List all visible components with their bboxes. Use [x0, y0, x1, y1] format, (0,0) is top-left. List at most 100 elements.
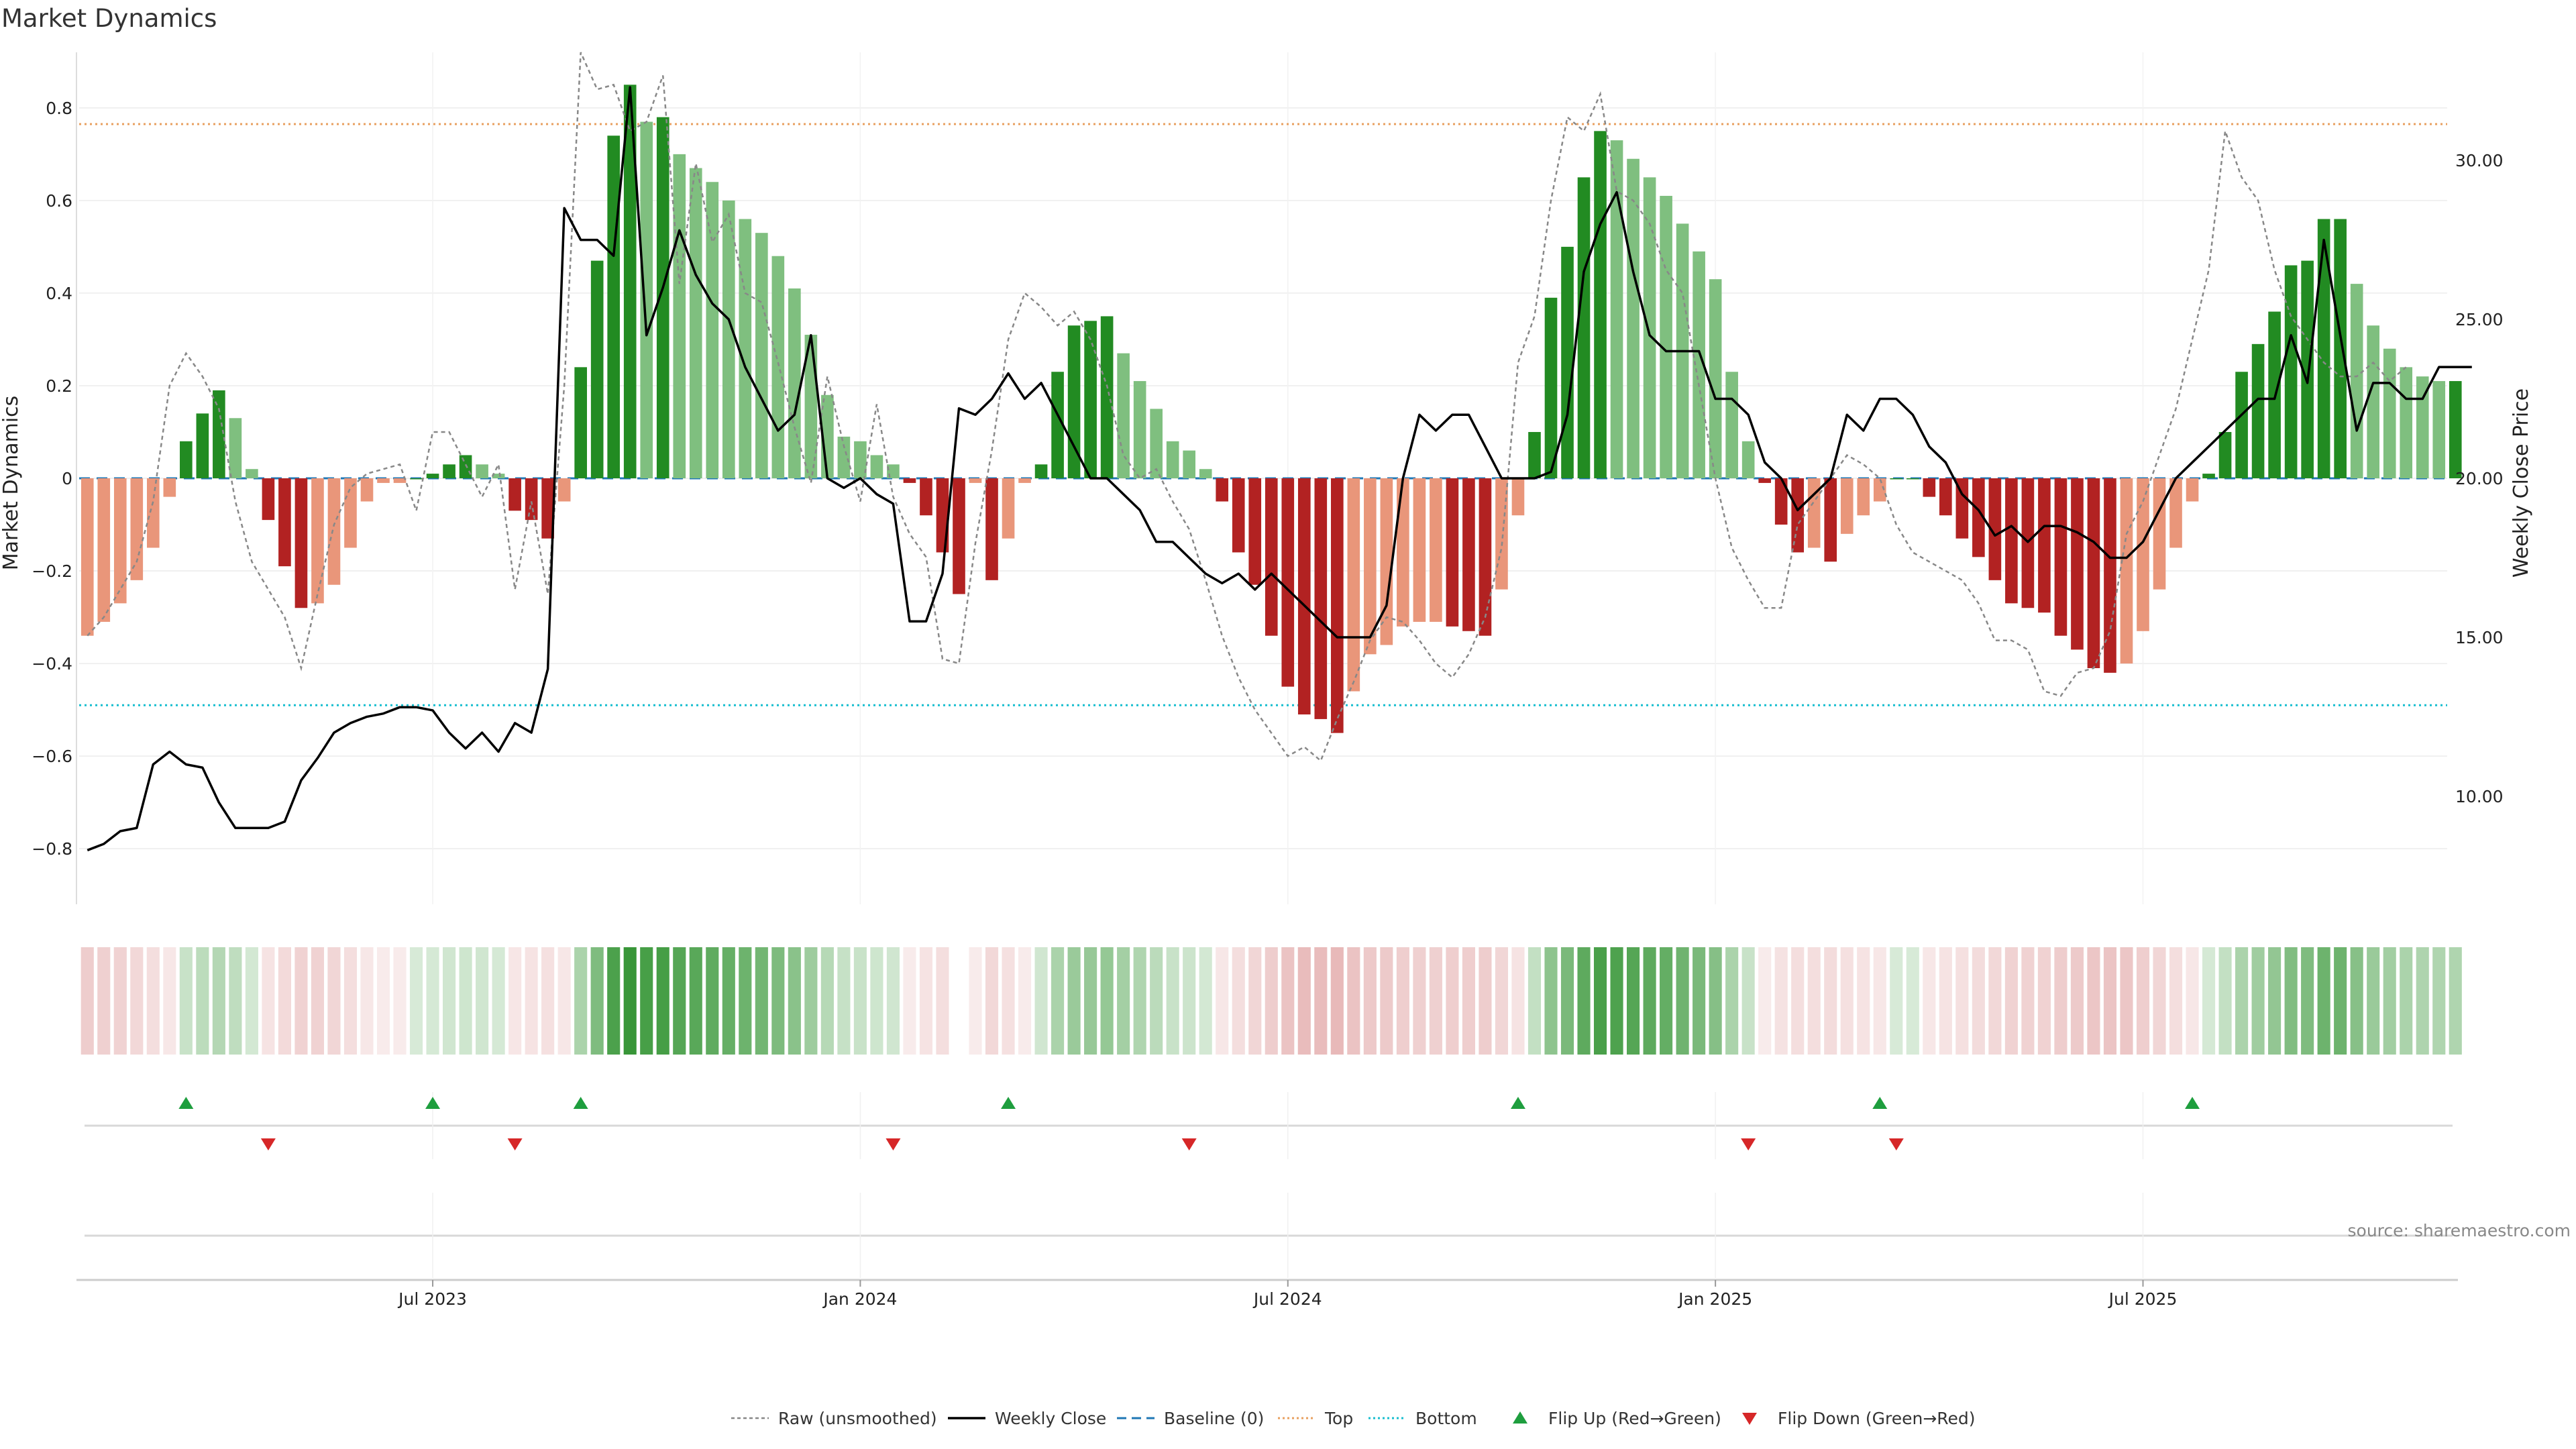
dynamics-bar	[1051, 372, 1064, 478]
intensity-strip-cell	[1002, 947, 1015, 1055]
intensity-strip-cell	[870, 947, 883, 1055]
dynamics-bar	[1824, 478, 1837, 562]
intensity-strip-cell	[1544, 947, 1558, 1055]
x-tick-label: Jul 2024	[1252, 1289, 1322, 1309]
dynamics-bar	[1758, 478, 1771, 483]
dynamics-bar	[1890, 478, 1903, 480]
intensity-strip-cell	[2317, 947, 2330, 1055]
dynamics-bar	[1281, 478, 1295, 687]
dynamics-bar	[1462, 478, 1475, 631]
left-y-tick-label: 0.6	[46, 191, 72, 211]
dynamics-bar	[1577, 177, 1591, 478]
intensity-strip-cell	[1643, 947, 1656, 1055]
dynamics-bar	[1988, 478, 2002, 580]
dynamics-bar	[1627, 158, 1640, 478]
intensity-strip-cell	[508, 947, 522, 1055]
intensity-strip-cell	[1314, 947, 1328, 1055]
intensity-strip-cell	[1955, 947, 1969, 1055]
dynamics-bar	[2186, 478, 2199, 502]
dynamics-bar	[1446, 478, 1459, 627]
intensity-strip-cell	[1183, 947, 1196, 1055]
dynamics-bar	[1232, 478, 1245, 553]
dynamics-bar	[459, 455, 472, 478]
dynamics-bar	[1906, 478, 1919, 480]
dynamics-bar	[508, 478, 521, 511]
x-tick-label: Jul 2023	[397, 1289, 467, 1309]
dynamics-bar	[2284, 265, 2298, 478]
dynamics-bar	[1873, 478, 1886, 502]
intensity-strip-cell	[1890, 947, 1903, 1055]
dynamics-bar	[788, 288, 801, 478]
dynamics-bar	[1693, 251, 1705, 478]
left-y-tick-label: −0.6	[32, 747, 72, 766]
intensity-strip-cell	[722, 947, 735, 1055]
intensity-strip-cell	[1972, 947, 1985, 1055]
intensity-strip-cell	[1741, 947, 1755, 1055]
dynamics-bar	[1330, 478, 1344, 733]
intensity-strip-cell	[1166, 947, 1179, 1055]
intensity-strip-cell	[1873, 947, 1886, 1055]
dynamics-bar	[2416, 376, 2429, 478]
flip-up-marker	[1001, 1097, 1016, 1109]
dynamics-bar	[1528, 431, 1541, 478]
intensity-strip-cell	[360, 947, 374, 1055]
intensity-strip-cell	[1084, 947, 1097, 1055]
dynamics-bar	[2432, 381, 2446, 478]
intensity-strip-cell	[903, 947, 916, 1055]
intensity-strip-cell	[1100, 947, 1114, 1055]
intensity-strip-cell	[1199, 947, 1212, 1055]
dynamics-bar	[590, 260, 604, 478]
intensity-strip-cell	[1610, 947, 1623, 1055]
dynamics-bar	[196, 413, 209, 478]
dynamics-bar	[985, 478, 998, 580]
intensity-strip-cell	[97, 947, 111, 1055]
dynamics-bar	[656, 117, 669, 478]
dynamics-bar	[1643, 177, 1656, 478]
intensity-strip-cell	[1479, 947, 1492, 1055]
dynamics-bar	[1430, 478, 1442, 622]
intensity-strip-cell	[853, 947, 867, 1055]
intensity-strip-cell	[755, 947, 768, 1055]
intensity-strip-cell	[2301, 947, 2314, 1055]
dynamics-bar	[80, 478, 94, 636]
intensity-strip-cell	[541, 947, 555, 1055]
intensity-strip-cell	[574, 947, 588, 1055]
intensity-strip-cell	[130, 947, 144, 1055]
dynamics-bar	[755, 233, 768, 478]
dynamics-bar	[1364, 478, 1377, 655]
intensity-strip-cell	[788, 947, 801, 1055]
intensity-strip-cell	[1660, 947, 1673, 1055]
flip-down-marker	[885, 1138, 901, 1150]
x-tick-label: Jan 2025	[1677, 1289, 1752, 1309]
intensity-strip-cell	[443, 947, 456, 1055]
intensity-strip-cell	[1627, 947, 1640, 1055]
intensity-strip-cell	[590, 947, 604, 1055]
intensity-strip-cell	[1840, 947, 1854, 1055]
dynamics-bar	[278, 478, 291, 567]
dynamics-bar	[673, 154, 686, 478]
dynamics-bar	[360, 478, 374, 502]
dynamics-bar	[327, 478, 341, 585]
dynamics-bar	[903, 478, 916, 483]
dynamics-bar	[2120, 478, 2133, 664]
reference-lines	[79, 123, 2447, 706]
left-y-tick-label: −0.4	[32, 654, 72, 674]
dynamics-bar	[2350, 284, 2363, 478]
dynamics-bar	[541, 478, 554, 539]
flip-down-marker	[1888, 1138, 1904, 1150]
axes: −0.8 −0.6 −0.4 −0.2 0 0.2 0.4 0.6 0.8 10.00 15.00 2…	[32, 52, 2504, 904]
intensity-strip-cell	[1150, 947, 1163, 1055]
intensity-strip-cell	[804, 947, 818, 1055]
intensity-strip-cell	[2120, 947, 2133, 1055]
dynamics-bar	[1380, 478, 1393, 645]
flip-up-marker	[573, 1097, 588, 1109]
right-y-tick-label: 30.00	[2455, 151, 2504, 170]
intensity-strip-cell	[1248, 947, 1262, 1055]
dynamics-bar	[1347, 478, 1360, 692]
intensity-strip-cell	[476, 947, 489, 1055]
dynamics-bar	[1018, 478, 1031, 483]
x-tick-label: Jul 2025	[2108, 1289, 2178, 1309]
intensity-strip-cell	[196, 947, 209, 1055]
intensity-strip-cell	[1413, 947, 1426, 1055]
